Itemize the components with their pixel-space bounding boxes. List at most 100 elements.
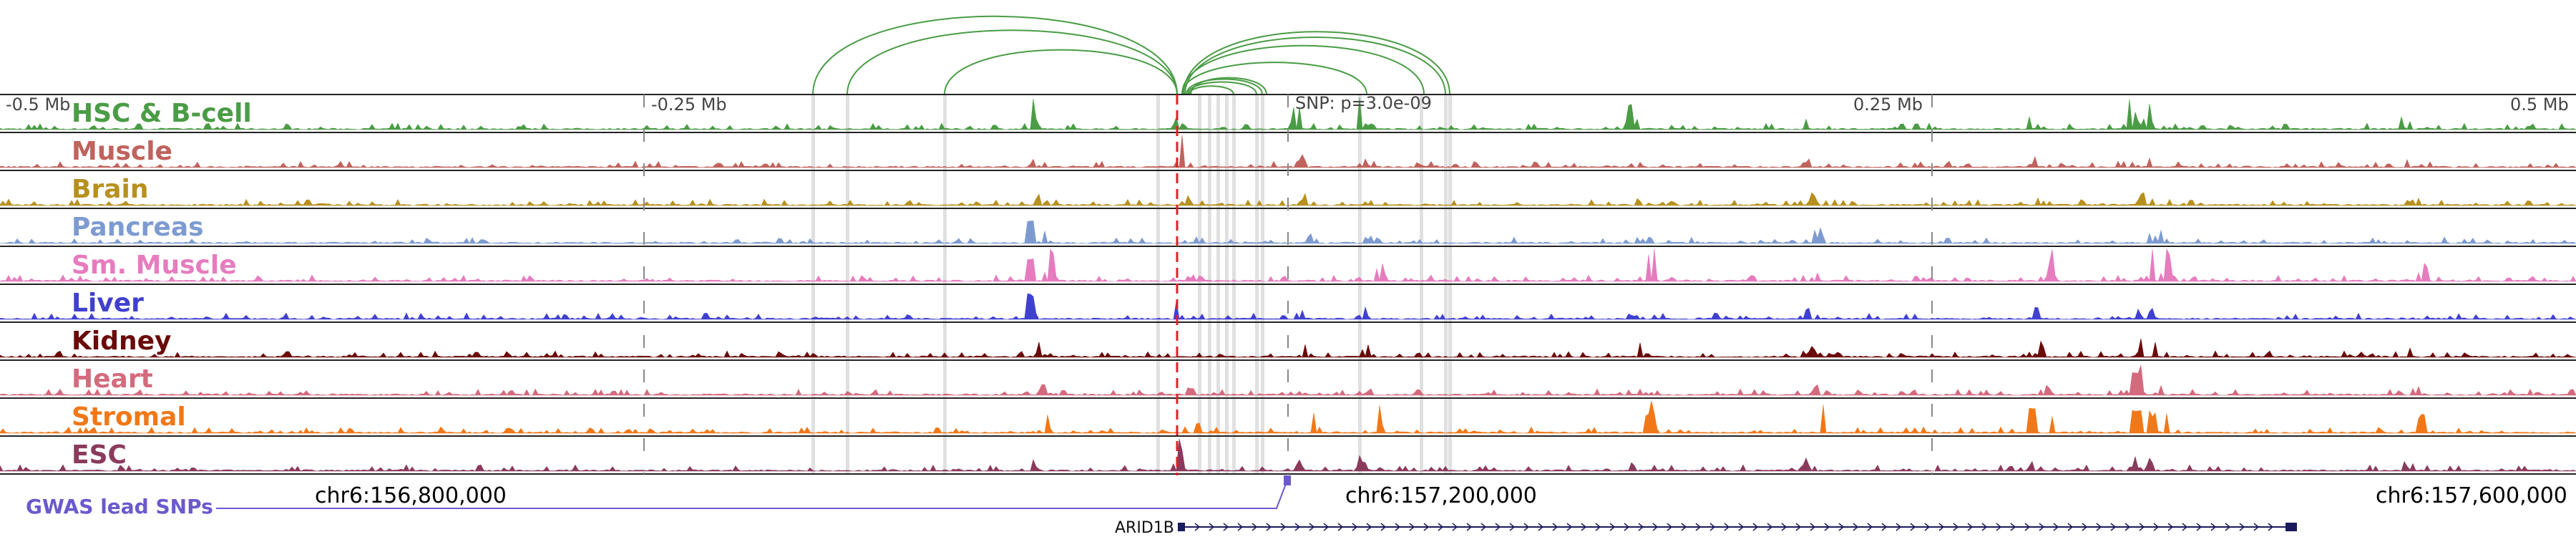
signal-track-8 [0,400,2576,434]
strand-chevron [1495,523,1501,531]
strand-chevron [2153,523,2160,531]
distance-label-plus-half-mb: 0.5 Mb [2510,95,2569,115]
gwas-lead-snps-label: GWAS lead SNPs [26,495,213,518]
track-label-brain: Brain [72,175,148,204]
strand-chevron [1967,523,1974,531]
strand-chevron [1352,523,1358,531]
strand-chevron [1867,523,1873,531]
strand-chevron [1323,523,1330,531]
interaction-arc [1187,81,1257,95]
strand-chevron [1838,523,1845,531]
strand-chevron [2167,523,2174,531]
strand-chevron [2139,523,2145,531]
strand-chevron [1609,523,1616,531]
strand-chevron [1280,523,1287,531]
distance-label-minus-quarter-mb: -0.25 Mb [651,95,727,115]
track-label-kidney: Kidney [72,326,172,356]
strand-chevron [2210,523,2217,531]
strand-chevron [1638,523,1644,531]
track-label-esc: ESC [72,440,127,470]
snp-pvalue-label: SNP: p=3.0e-09 [1295,93,1432,113]
strand-chevron [2082,523,2088,531]
strand-chevron [1409,523,1415,531]
strand-chevron [2024,523,2031,531]
strand-chevron [1953,523,1959,531]
strand-chevron [1309,523,1315,531]
strand-chevron [2182,523,2188,531]
gene-label-arid1b: ARID1B [1115,519,1174,537]
strand-chevron [1366,523,1372,531]
coordinate-label-156800000: chr6:156,800,000 [315,483,507,508]
signal-tracks [0,94,2576,475]
track-label-heart: Heart [72,364,153,394]
strand-chevron [1681,523,1687,531]
gene-exon-end [2285,523,2297,531]
track-label-liver: Liver [72,289,144,318]
track-label-pancreas: Pancreas [72,213,204,242]
strand-chevron [1752,523,1759,531]
interaction-arc [944,49,1178,95]
strand-chevron [1566,523,1573,531]
strand-chevron [1910,523,1916,531]
strand-chevron [1810,523,1816,531]
gwas-snp-marker [1284,475,1291,485]
strand-chevron [1667,523,1673,531]
strand-chevron [2268,523,2274,531]
strand-chevron [1924,523,1931,531]
interaction-arc [1190,77,1267,95]
interaction-arcs [812,15,1450,95]
strand-chevron [2110,523,2117,531]
strand-chevron [2225,523,2231,531]
coordinate-label-157200000: chr6:157,200,000 [1345,483,1537,508]
strand-chevron [1252,523,1258,531]
strand-chevron [2039,523,2045,531]
signal-track-4 [0,248,2576,282]
distance-label-plus-quarter-mb: 0.25 Mb [1853,95,1923,115]
strand-chevron [1695,523,1702,531]
strand-chevron [1452,523,1458,531]
strand-chevron [2196,523,2202,531]
strand-chevron [2124,523,2131,531]
strand-chevron [1724,523,1730,531]
track-label-sm-muscle: Sm. Muscle [72,251,237,280]
strand-chevron [1237,523,1244,531]
strand-chevron [2067,523,2074,531]
interaction-arc [1189,85,1234,95]
signal-track-9 [0,438,2576,472]
interaction-arc [1186,78,1263,95]
signal-track-0 [0,97,2576,130]
strand-chevron [1795,523,1802,531]
strand-chevron [1480,523,1487,531]
track-label-muscle: Muscle [72,137,172,166]
strand-chevron [1595,523,1601,531]
strand-chevron [1938,523,1945,531]
strand-chevron [2096,523,2102,531]
strand-chevron [1380,523,1387,531]
strand-chevron [1337,523,1344,531]
strand-chevron [1881,523,1888,531]
strand-chevron [1466,523,1473,531]
strand-chevron [1624,523,1630,531]
strand-chevron [1395,523,1401,531]
signal-track-5 [0,294,2576,320]
strand-chevron [1896,523,1902,531]
strand-chevron [2010,523,2016,531]
strand-chevron [1581,523,1587,531]
strand-chevron [1738,523,1745,531]
distance-ticks [643,95,1933,474]
strand-chevron [1509,523,1516,531]
gene-strand-arrows [1194,523,2274,531]
strand-chevron [1709,523,1716,531]
gwas-connector-line [216,478,1289,509]
strand-chevron [1538,523,1544,531]
strand-chevron [1294,523,1301,531]
track-label-hsc-b-cell: HSC & B-cell [72,99,252,128]
strand-chevron [1781,523,1787,531]
strand-chevron [1194,523,1201,531]
strand-chevron [1767,523,1773,531]
gene-exon-start [1178,523,1185,531]
interaction-arc [1183,31,1450,95]
strand-chevron [1438,523,1444,531]
strand-chevron [2253,523,2260,531]
